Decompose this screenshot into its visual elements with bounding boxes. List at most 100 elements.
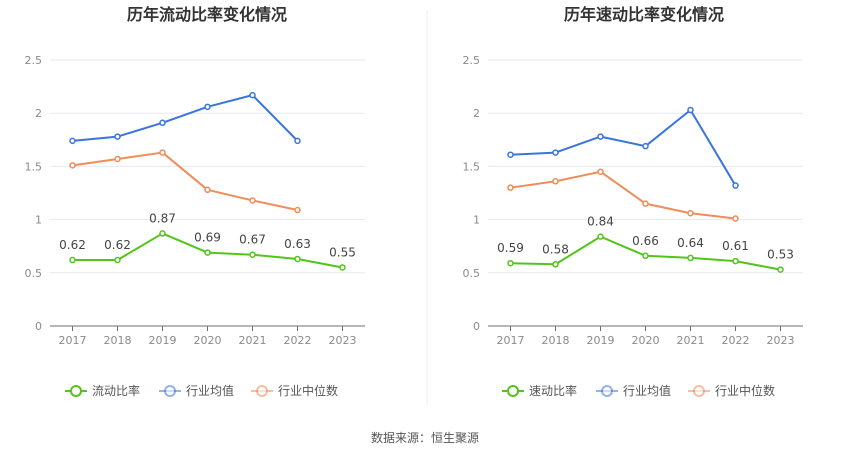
- x-tick-label: 2023: [329, 334, 357, 347]
- y-tick-label: 2.5: [25, 54, 43, 67]
- legend-item-3: 行业中位数: [688, 383, 775, 398]
- legend-label: 速动比率: [529, 383, 577, 398]
- data-point: [642, 142, 649, 150]
- data-label: 0.69: [194, 231, 221, 245]
- legend-item-1: 流动比率: [65, 383, 140, 398]
- x-tick-label: 2017: [497, 334, 525, 347]
- data-label: 0.53: [767, 248, 794, 262]
- series-line-2: [72, 94, 299, 142]
- chart-2: 历年速动比率变化情况 0 0.5 1 1.5 2 2.5 2017 2018 2019 2020 20…: [463, 5, 803, 398]
- x-tick-label: 2018: [104, 334, 132, 347]
- data-point: [69, 162, 76, 169]
- x-tick-label: 2018: [542, 334, 570, 347]
- legend-swatch-marker: [164, 385, 176, 397]
- x-tick-label: 2021: [677, 334, 705, 347]
- data-point: [507, 259, 514, 267]
- data-point: [642, 252, 649, 260]
- data-label: 0.67: [239, 233, 266, 247]
- data-point: [249, 91, 256, 99]
- x-tick-label: 2022: [284, 334, 312, 347]
- data-point: [114, 256, 121, 264]
- data-label: 0.64: [677, 236, 704, 250]
- data-point: [597, 133, 604, 140]
- x-tick-label: 2020: [632, 334, 660, 347]
- data-label: 0.61: [722, 239, 749, 253]
- data-point: [777, 266, 784, 273]
- data-point: [159, 149, 166, 156]
- y-tick-label: 1.5: [25, 160, 43, 173]
- data-point: [249, 197, 256, 204]
- legend-swatch-marker: [256, 385, 268, 397]
- data-point: [732, 182, 739, 189]
- data-point: [69, 137, 76, 145]
- legend-swatch-marker: [507, 385, 519, 397]
- data-point: [687, 254, 694, 262]
- data-point: [552, 178, 559, 185]
- legend-label: 行业中位数: [715, 383, 775, 398]
- data-point: [294, 137, 301, 145]
- x-tick-label: 2022: [722, 334, 750, 347]
- y-tick-label: 1.5: [463, 160, 481, 173]
- legend-label: 行业均值: [623, 383, 671, 398]
- data-point: [597, 233, 604, 240]
- data-point: [597, 168, 604, 175]
- y-tick-label: 2: [473, 107, 480, 120]
- x-tick-label: 2021: [239, 334, 267, 347]
- data-label: 0.55: [329, 245, 356, 259]
- data-point: [204, 249, 211, 256]
- data-point: [642, 200, 649, 207]
- data-label: 0.87: [149, 211, 176, 225]
- data-label: 0.66: [632, 234, 659, 248]
- legend-label: 流动比率: [92, 383, 140, 398]
- legend-swatch-marker: [70, 385, 82, 397]
- data-point: [159, 230, 166, 237]
- chart-title: 历年流动比率变化情况: [127, 5, 287, 24]
- data-point: [687, 106, 694, 114]
- legend-item-3: 行业中位数: [251, 383, 338, 398]
- source-text: 数据来源：恒生聚源: [371, 430, 479, 445]
- data-point: [732, 215, 739, 222]
- data-point: [69, 256, 76, 264]
- y-tick-label: 2: [35, 107, 42, 120]
- y-tick-label: 0.5: [463, 267, 481, 280]
- legend-swatch-marker: [693, 385, 705, 397]
- data-point: [507, 151, 514, 158]
- y-tick-label: 1: [35, 214, 42, 227]
- y-tick-label: 0: [473, 320, 480, 333]
- series-line-2: [510, 109, 737, 187]
- data-point: [732, 257, 739, 265]
- data-point: [552, 261, 559, 268]
- y-tick-label: 1: [473, 214, 480, 227]
- x-tick-label: 2017: [59, 334, 87, 347]
- y-tick-label: 0: [35, 320, 42, 333]
- data-label: 0.84: [587, 215, 614, 229]
- data-label: 0.63: [284, 237, 311, 251]
- legend-item-2: 行业均值: [159, 383, 234, 398]
- data-point: [294, 206, 301, 214]
- y-tick-label: 0.5: [25, 267, 43, 280]
- x-tick-label: 2019: [149, 334, 177, 347]
- data-point: [507, 184, 514, 191]
- data-label: 0.59: [497, 241, 524, 255]
- data-point: [204, 186, 211, 194]
- legend-label: 行业均值: [186, 383, 234, 398]
- x-tick-label: 2020: [194, 334, 222, 347]
- data-point: [339, 264, 346, 271]
- data-label: 0.62: [104, 238, 131, 252]
- legend-swatch-marker: [601, 385, 613, 397]
- x-tick-label: 2023: [767, 334, 795, 347]
- data-point: [552, 149, 559, 156]
- data-point: [159, 119, 166, 127]
- data-point: [204, 103, 211, 111]
- data-point: [249, 251, 256, 258]
- series-line-3: [510, 170, 736, 220]
- data-label: 0.62: [59, 238, 86, 252]
- chart-1: 历年流动比率变化情况 0 0.5 1 1.5 2 2.5 2017 2018 2019 2020 20…: [25, 5, 365, 398]
- x-tick-label: 2019: [587, 334, 615, 347]
- data-point: [687, 209, 694, 217]
- y-tick-label: 2.5: [463, 54, 481, 67]
- legend-item-1: 速动比率: [502, 383, 577, 398]
- data-point: [114, 133, 121, 140]
- data-point: [114, 155, 121, 163]
